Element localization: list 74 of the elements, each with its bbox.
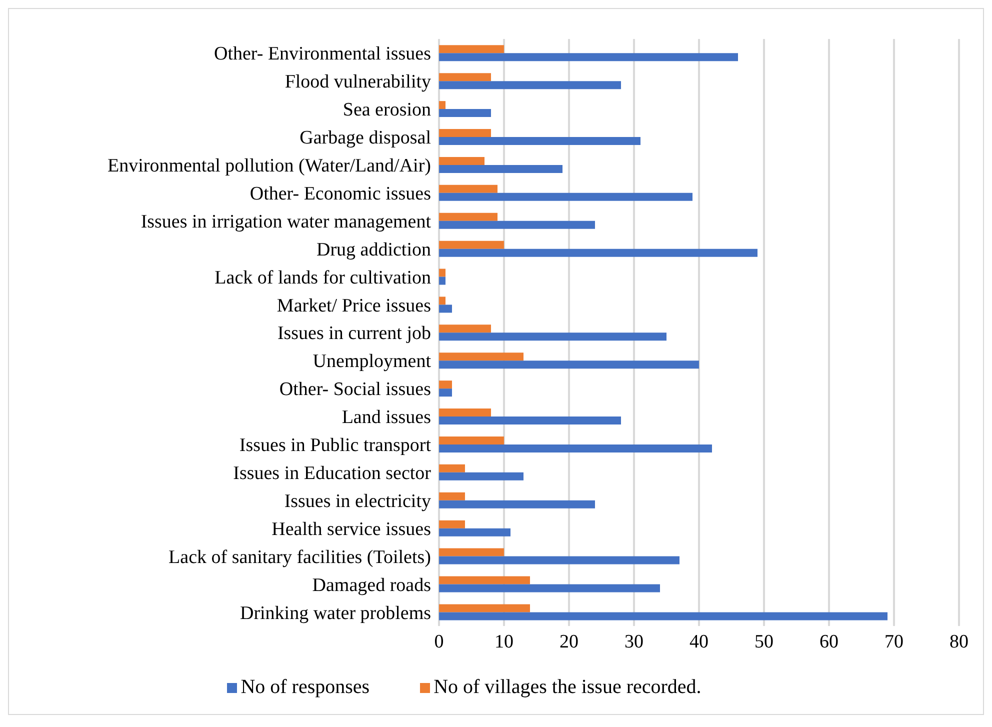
y-tick-label: Drinking water problems xyxy=(240,602,431,624)
y-tick-label: Damaged roads xyxy=(312,574,431,596)
y-tick-label: Drug addiction xyxy=(316,239,432,260)
bar xyxy=(439,436,504,444)
y-tick-label: Unemployment xyxy=(312,351,432,372)
bar xyxy=(439,612,888,620)
x-tick-label: 20 xyxy=(560,631,578,652)
bar xyxy=(439,352,524,361)
bar xyxy=(439,584,660,592)
bar xyxy=(439,528,510,536)
bar xyxy=(439,156,484,165)
bar xyxy=(439,500,595,508)
x-tick-label: 40 xyxy=(690,631,708,652)
y-tick-label: Other- Economic issues xyxy=(250,183,431,204)
bar xyxy=(439,444,712,452)
y-tick-label: Issues in electricity xyxy=(284,490,432,512)
bar xyxy=(439,548,504,556)
y-tick-label: Environmental pollution (Water/Land/Air) xyxy=(108,156,431,177)
bar xyxy=(439,492,465,500)
x-tick-label: 10 xyxy=(494,631,514,652)
bar xyxy=(439,464,465,472)
bar xyxy=(439,184,498,193)
bar xyxy=(439,164,562,173)
bar xyxy=(439,380,452,389)
bar xyxy=(439,53,738,62)
bar xyxy=(439,212,498,221)
x-tick-label: 50 xyxy=(754,631,774,652)
bar xyxy=(439,576,530,584)
bar xyxy=(439,73,491,82)
y-tick-label: Issues in irrigation water management xyxy=(140,211,432,232)
bar xyxy=(439,388,452,397)
y-tick-label: Issues in Public transport xyxy=(239,435,432,456)
bar xyxy=(439,304,452,313)
bar xyxy=(439,324,491,333)
bar xyxy=(439,472,524,480)
legend-label: No of villages the issue recorded. xyxy=(434,676,702,698)
bar xyxy=(439,248,758,257)
x-tick-label: 30 xyxy=(624,631,644,652)
bar xyxy=(439,45,504,54)
bar xyxy=(439,416,621,425)
x-tick-label: 60 xyxy=(820,631,838,652)
bar xyxy=(439,240,504,249)
y-tick-label: Garbage disposal xyxy=(300,128,431,149)
legend-label: No of responses xyxy=(240,676,370,698)
bar xyxy=(439,332,666,341)
y-tick-label: Issues in Education sector xyxy=(233,463,432,484)
y-tick-label: Sea erosion xyxy=(342,100,432,121)
bar xyxy=(439,520,465,528)
x-tick-label: 0 xyxy=(434,631,444,652)
x-tick-label: 70 xyxy=(884,631,904,652)
y-tick-label: Lack of sanitary facilities (Toilets) xyxy=(168,546,431,568)
y-tick-label: Lack of lands for cultivation xyxy=(214,267,432,288)
x-tick-label: 80 xyxy=(950,631,968,652)
y-tick-label: Land issues xyxy=(342,407,431,428)
bar xyxy=(439,129,491,138)
y-tick-label: Flood vulnerability xyxy=(284,72,432,93)
bar xyxy=(439,137,640,146)
y-tick-label: Health service issues xyxy=(272,518,431,540)
y-tick-label: Other- Social issues xyxy=(279,379,431,400)
bar xyxy=(439,296,446,305)
bar xyxy=(439,109,491,118)
bar xyxy=(439,604,530,612)
bar xyxy=(439,101,446,110)
bar xyxy=(439,360,699,369)
y-tick-label: Other- Environmental issues xyxy=(214,44,431,65)
bar xyxy=(439,81,621,90)
bar xyxy=(439,220,595,229)
y-tick-label: Market/ Price issues xyxy=(276,295,431,316)
bar xyxy=(439,192,692,201)
bar xyxy=(439,408,491,417)
y-tick-label: Issues in current job xyxy=(277,323,431,344)
bar xyxy=(439,556,680,564)
bar xyxy=(439,268,446,277)
bar xyxy=(439,276,446,285)
